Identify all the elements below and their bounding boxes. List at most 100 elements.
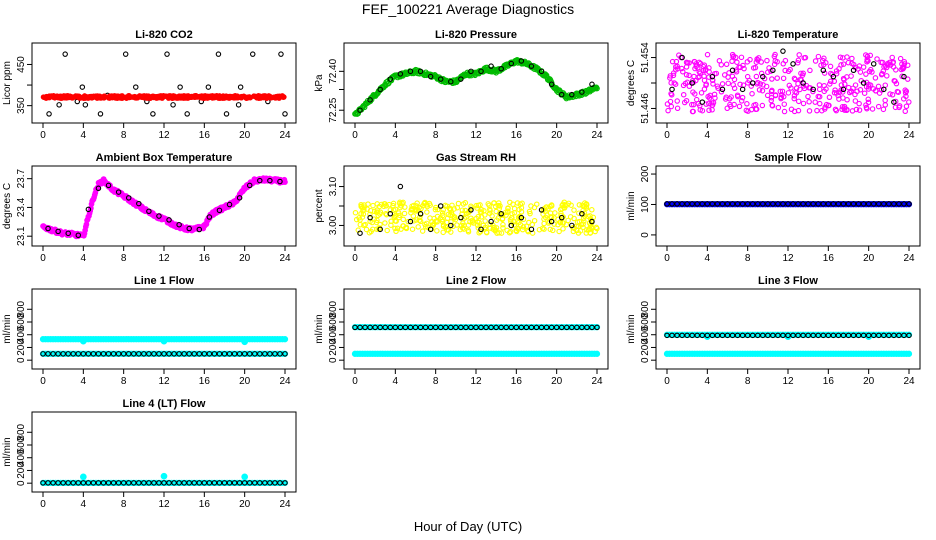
data-point	[731, 85, 738, 92]
data-point	[437, 203, 444, 209]
data-point	[739, 86, 746, 93]
data-point	[232, 94, 239, 100]
data-point	[810, 201, 816, 207]
data-point	[377, 209, 384, 215]
x-tick-label: 8	[121, 130, 127, 141]
x-tick-label: 16	[823, 376, 835, 387]
x-tick-label: 4	[81, 253, 87, 264]
data-point	[120, 351, 127, 357]
data-point	[447, 207, 454, 213]
data-point	[699, 201, 706, 207]
data-point	[791, 93, 798, 99]
data-point	[79, 337, 87, 345]
data-point	[458, 214, 464, 221]
data-point	[882, 63, 889, 69]
x-tick-label: 20	[239, 130, 251, 141]
data-point	[882, 97, 888, 104]
data-point	[680, 82, 687, 89]
data-point	[427, 215, 433, 221]
data-point	[281, 336, 289, 343]
data-point	[665, 107, 671, 114]
data-point	[90, 480, 97, 486]
data-point	[758, 70, 765, 77]
data-point	[482, 218, 488, 224]
y-tick-label: 450	[16, 56, 27, 73]
data-point	[814, 107, 820, 114]
data-point	[377, 86, 383, 93]
data-point	[806, 108, 813, 114]
data-point	[485, 201, 491, 207]
data-point	[594, 85, 600, 92]
data-point	[869, 106, 876, 112]
data-point	[448, 209, 455, 216]
data-point	[795, 57, 802, 64]
data-point	[860, 332, 867, 339]
data-point	[358, 203, 365, 210]
panel-1: Li-820 Pressure kPa 0 4 8 12 16 20 24 72.25 72.40	[314, 29, 609, 141]
y-tick-label: 0	[640, 357, 651, 363]
data-point	[781, 108, 788, 115]
data-point	[810, 88, 816, 95]
data-point	[523, 324, 530, 331]
data-point	[151, 480, 157, 486]
data-point	[780, 75, 787, 82]
data-point	[827, 78, 834, 85]
data-point	[670, 72, 677, 79]
data-point	[849, 55, 855, 62]
data-point	[887, 91, 893, 97]
data-point	[764, 92, 771, 99]
x-tick-label: 20	[863, 253, 875, 264]
data-point	[131, 351, 137, 357]
data-point	[141, 351, 147, 357]
data-point	[734, 59, 740, 65]
panel-title: Sample Flow	[754, 152, 822, 164]
data-point	[476, 219, 482, 226]
data-point	[509, 215, 515, 221]
data-point	[150, 111, 156, 117]
y-tick-label: 72.40	[328, 58, 339, 83]
data-point	[690, 101, 697, 108]
x-tick-label: 12	[470, 130, 482, 141]
data-point	[387, 211, 394, 217]
data-point	[734, 332, 741, 339]
data-point	[723, 94, 729, 101]
data-point	[459, 207, 466, 213]
data-point	[511, 222, 518, 228]
y-tick-label: 0	[328, 357, 339, 363]
y-tick-label: 3.10	[328, 176, 339, 196]
data-point	[70, 480, 77, 486]
y-tick-label: 0	[16, 357, 27, 363]
data-point	[206, 214, 213, 220]
data-point	[206, 480, 213, 486]
data-point	[878, 87, 885, 93]
x-tick-label: 8	[433, 253, 439, 264]
data-point	[691, 59, 698, 65]
data-point	[782, 57, 789, 64]
data-point	[282, 480, 288, 486]
data-point	[825, 332, 832, 339]
data-point	[712, 95, 718, 101]
data-point	[191, 351, 198, 357]
y-tick-label: 400	[328, 326, 339, 343]
y-tick-label: 600	[328, 313, 339, 330]
data-point	[835, 92, 841, 99]
data-point	[856, 100, 862, 107]
panel-title: Li-820 Pressure	[435, 29, 517, 41]
data-point	[131, 480, 137, 486]
y-axis-label: degrees C	[626, 60, 637, 106]
data-point	[440, 207, 446, 213]
data-point	[674, 98, 680, 104]
data-point	[879, 71, 885, 77]
data-point	[815, 201, 821, 207]
x-tick-label: 12	[782, 376, 794, 387]
data-point	[785, 90, 792, 96]
data-point	[161, 480, 167, 486]
y-axis-label: ml/min	[2, 437, 13, 466]
data-point	[365, 201, 371, 207]
data-point	[366, 229, 373, 236]
data-point	[475, 202, 482, 209]
data-point	[788, 106, 795, 113]
data-point	[75, 94, 81, 100]
y-axis-label: ml/min	[626, 191, 637, 220]
data-point	[498, 211, 504, 217]
